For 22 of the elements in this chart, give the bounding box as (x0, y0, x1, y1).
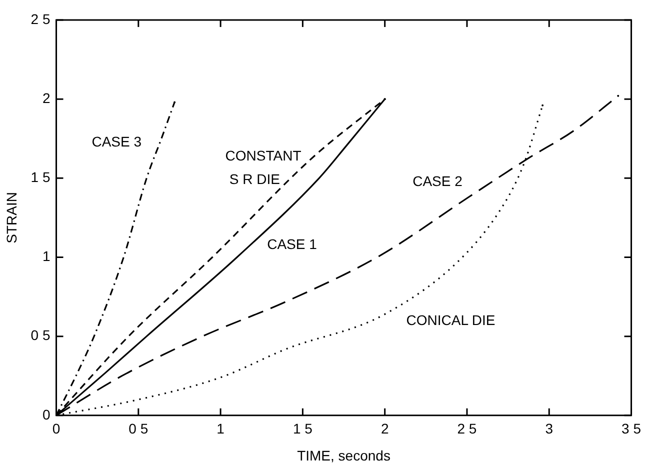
annotation: CASE 3 (92, 133, 142, 150)
x-tick-label: 1 5 (292, 420, 313, 437)
y-tick-label: 0 (42, 406, 50, 422)
annotation: CASE 1 (267, 236, 318, 252)
x-tick-label: 2 5 (457, 420, 477, 437)
x-tick-label: 1 (216, 420, 225, 437)
annotation: CONSTANT (225, 147, 302, 164)
x-tick-label: 0 5 (128, 420, 148, 437)
y-tick-label: 2 5 (30, 10, 50, 27)
x-tick-label: 0 (52, 420, 60, 437)
y-axis-title: STRAIN (3, 192, 20, 244)
x-tick-label: 3 5 (622, 420, 642, 437)
x-axis-title: TIME, seconds (297, 447, 390, 464)
annotation: CASE 2 (412, 172, 463, 189)
y-tick-label: 2 (42, 90, 50, 106)
y-tick-label: 1 (42, 248, 50, 264)
annotation: CONICAL DIE (406, 312, 496, 328)
y-tick-label: 0 5 (30, 327, 50, 344)
annotation: S R DIE (229, 170, 280, 187)
x-tick-label: 2 (380, 420, 389, 437)
x-tick-label: 3 (545, 420, 554, 437)
y-tick-label: 1 5 (30, 169, 50, 186)
